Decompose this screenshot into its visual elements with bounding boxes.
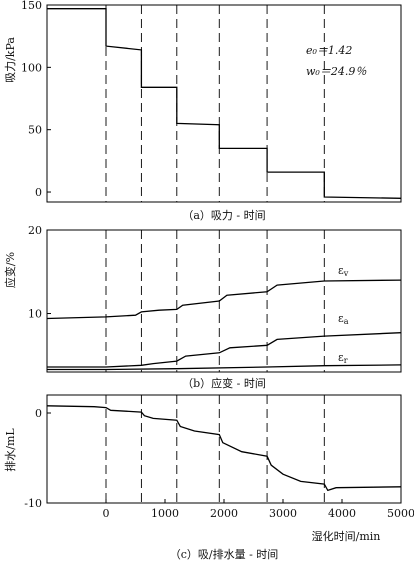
x-tick-label-1: 1000: [151, 507, 179, 520]
annotation-water-content: w₀＝24.9％: [306, 65, 367, 78]
panel-c-x-label: 湿化时间/min: [312, 529, 381, 543]
strain-a-line: [47, 332, 402, 368]
panel-drainage-time: -10 0 0 1000 2000 3000 4000 5000 排水/mL 湿化时间/mi…: [3, 394, 414, 561]
label-strain-a: εa: [338, 312, 349, 326]
drainage-line: [46, 405, 402, 492]
panel-c-y-label: 排水/mL: [3, 428, 17, 472]
y-tick-label-c-0: -10: [24, 497, 42, 510]
panel-a-y-label: 吸力/kPa: [4, 37, 17, 83]
y-tick-label-a-2: 100: [21, 61, 42, 74]
panel-a-y-ticks: 0 50 100 150: [21, 0, 51, 199]
y-tick-label-a-3: 150: [21, 0, 42, 12]
panel-c-x-ticks: 0 1000 2000 3000 4000 5000: [103, 499, 414, 520]
panel-b-y-label: 应变/%: [3, 252, 17, 288]
panel-c-frame: [46, 394, 402, 504]
panel-a-caption: （a）吸力 - 时间: [182, 209, 265, 222]
annotation-void-ratio: e₀＝1.42: [306, 44, 352, 57]
panel-c-dashed-lines: [105, 395, 325, 503]
panel-c-y-ticks: -10 0: [24, 407, 51, 510]
strain-r-line: [47, 364, 402, 371]
x-tick-label-0: 0: [103, 507, 110, 520]
suction-line: [47, 8, 402, 199]
panel-b-y-ticks: 10 20: [28, 224, 51, 321]
y-tick-label-b-0: 10: [28, 308, 42, 321]
label-strain-v: εv: [338, 264, 349, 278]
y-tick-label-a-0: 0: [35, 186, 42, 199]
x-tick-label-3: 3000: [269, 507, 297, 520]
y-tick-label-c-1: 0: [35, 407, 42, 420]
panel-b-frame: [46, 229, 402, 373]
panel-suction-time: 0 50 100 150 吸力/kPa e₀＝1.42 w₀＝24.9％ （a）吸力 …: [4, 0, 402, 222]
x-tick-label-2: 2000: [210, 507, 238, 520]
label-strain-r: εr: [338, 351, 348, 365]
panel-a-frame: [46, 4, 402, 203]
strain-v-line: [46, 279, 402, 320]
panel-c-caption: （c）吸/排水量 - 时间: [170, 547, 279, 561]
y-tick-label-a-1: 50: [28, 124, 42, 137]
panel-strain-time: 10 20 εv εa εr 应变/% （b）应变 - 时间: [3, 224, 402, 390]
y-tick-label-b-1: 20: [28, 224, 42, 237]
panel-b-caption: （b）应变 - 时间: [182, 376, 266, 390]
x-tick-label-5: 5000: [387, 507, 414, 520]
x-tick-label-4: 4000: [328, 507, 356, 520]
